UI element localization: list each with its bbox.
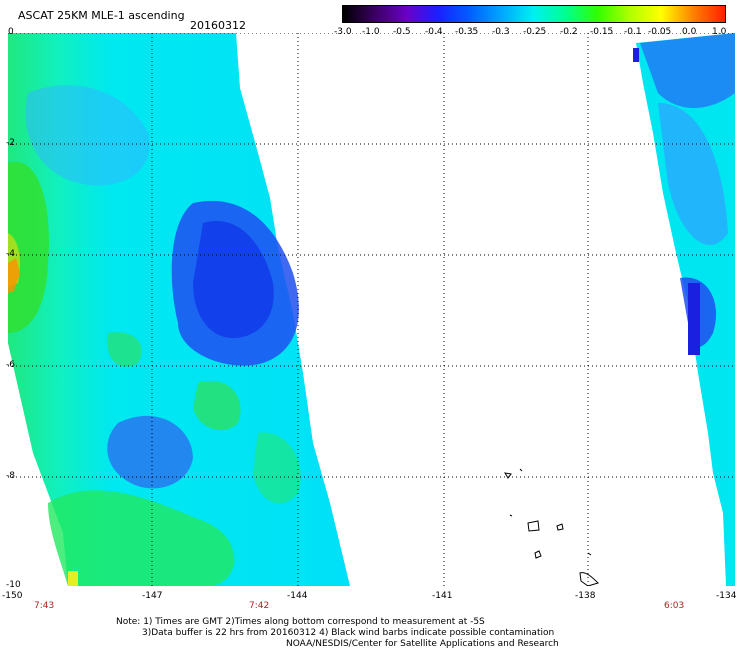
- colorbar-label: -0.1: [624, 27, 642, 37]
- colorbar-label: -0.4: [425, 27, 443, 37]
- lat-label: -6: [6, 360, 15, 370]
- lon-label: -134: [716, 591, 737, 601]
- map-area: [8, 33, 735, 586]
- colorbar: [342, 5, 726, 23]
- colorbar-label: -0.15: [590, 27, 614, 37]
- lat-label: -8: [6, 471, 15, 481]
- footer-notes: Note: 1) Times are GMT 2)Times along bot…: [116, 617, 559, 650]
- colorbar-label: -0.2: [560, 27, 578, 37]
- islands: [504, 468, 599, 586]
- map-title: ASCAT 25KM MLE-1 ascending: [18, 9, 185, 22]
- colorbar-label: -0.05: [648, 27, 672, 37]
- colorbar-label: 0.0: [682, 27, 697, 37]
- lon-label: -141: [432, 591, 453, 601]
- note-line: NOAA/NESDIS/Center for Satellite Applica…: [286, 639, 559, 649]
- lat-label: -4: [6, 249, 15, 259]
- colorbar-label: -0.3: [492, 27, 510, 37]
- pass-time: 7:42: [249, 601, 270, 611]
- colorbar-label: -0.35: [455, 27, 479, 37]
- lon-label: -144: [287, 591, 308, 601]
- lon-label: -138: [575, 591, 596, 601]
- pass-time: 6:03: [664, 601, 685, 611]
- colorbar-label: -3.0: [334, 27, 352, 37]
- left-swath: [8, 33, 350, 586]
- lat-label: 0: [8, 27, 14, 37]
- colorbar-label: -0.5: [393, 27, 411, 37]
- right-swath: [633, 33, 735, 586]
- colorbar-label: 1.0: [712, 27, 727, 37]
- note-line: 3)Data buffer is 22 hrs from 20160312 4)…: [142, 628, 555, 638]
- graticule: [8, 33, 735, 586]
- pass-time: 7:43: [34, 601, 55, 611]
- note-line: Note: 1) Times are GMT 2)Times along bot…: [116, 617, 485, 627]
- map-date: 20160312: [190, 19, 246, 32]
- colorbar-label: -0.25: [523, 27, 547, 37]
- map-svg: [8, 33, 735, 586]
- lat-label: -10: [6, 580, 21, 590]
- colorbar-label: -1.0: [362, 27, 380, 37]
- lon-label: -147: [142, 591, 163, 601]
- lat-label: -2: [6, 138, 15, 148]
- colorbar-labels: -3.0 -1.0 -0.5 -0.4 -0.35 -0.3 -0.25 -0.…: [330, 27, 730, 39]
- lon-label: -150: [2, 591, 23, 601]
